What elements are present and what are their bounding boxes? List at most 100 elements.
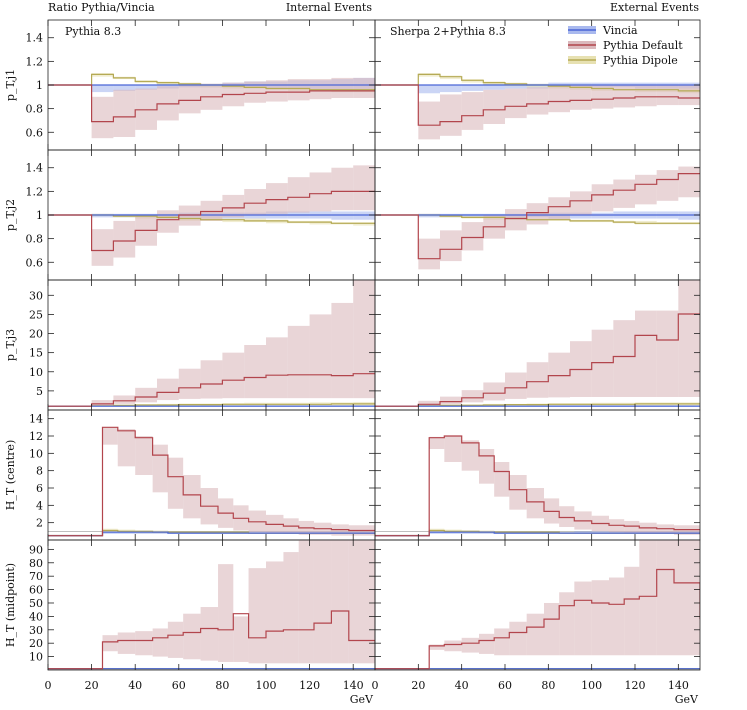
band-default-bin-13 — [609, 577, 625, 656]
legend: Vincia Pythia Default Pythia Dipole — [568, 24, 683, 67]
band-dipole-bin-12 — [635, 220, 657, 225]
band-default-bin-12 — [635, 174, 657, 205]
band-default-bin-12 — [591, 580, 609, 656]
series-line-dipole — [48, 214, 375, 224]
band-default-bin-8 — [526, 488, 544, 519]
band-default-bin-7 — [526, 362, 549, 398]
y-tick-label: 0.6 — [26, 126, 44, 139]
band-default-bin-14 — [353, 77, 375, 98]
band-default-bin-7 — [526, 203, 549, 225]
band-default-bin-4 — [461, 92, 484, 130]
y-axis-label: H_T (centre) — [4, 440, 17, 510]
y-tick-label: 5 — [36, 385, 43, 398]
band-default-bin-10 — [266, 80, 288, 102]
panel-internal-row-3 — [47, 279, 376, 411]
panel-labels: Pythia 8.3 Sherpa 2+Pythia 8.3 — [65, 25, 506, 38]
x-tick-label: 20 — [411, 679, 425, 692]
band-default-bin-3 — [444, 436, 462, 462]
series-line-vincia — [375, 531, 700, 537]
band-default-bin-8 — [222, 194, 245, 218]
series-line-default — [375, 313, 700, 407]
y-tick-label: 1.2 — [26, 55, 44, 68]
band-default-bin-15 — [639, 540, 657, 656]
header-right-title: External Events — [610, 1, 699, 14]
band-default-bin-9 — [570, 85, 592, 110]
band-default-bin-6 — [505, 209, 527, 231]
band-default-bin-13 — [656, 85, 679, 106]
band-default-bin-5 — [152, 444, 168, 493]
band-dipole-bin-3 — [440, 75, 462, 80]
band-default-bin-2 — [418, 400, 440, 406]
header: Ratio Pythia/Vincia Internal Events Exte… — [48, 1, 699, 14]
band-default-bin-14 — [624, 520, 640, 534]
y-tick-label: 10 — [29, 447, 43, 460]
y-tick-label: 80 — [29, 557, 43, 570]
band-default-bin-8 — [548, 197, 570, 220]
y-tick-label: 10 — [29, 366, 43, 379]
band-vincia-bin-2 — [418, 85, 440, 94]
band-default-bin-13 — [331, 77, 354, 98]
band-default-bin-14 — [624, 566, 640, 656]
series-line-default — [48, 373, 375, 407]
band-default-bin-13 — [656, 170, 679, 201]
panel-content — [48, 540, 375, 670]
band-default-bin-10 — [591, 85, 614, 109]
band-default-bin-17 — [348, 540, 375, 664]
x-tick-label: 100 — [256, 679, 277, 692]
band-vincia-bin-4 — [461, 85, 484, 91]
band-default-bin-11 — [287, 325, 310, 399]
band-default-bin-2 — [91, 96, 114, 139]
band-default-bin-10 — [591, 329, 614, 397]
band-default-bin-4 — [461, 390, 484, 403]
band-default-bin-3 — [113, 395, 136, 404]
y-tick-label: 4 — [36, 499, 43, 512]
y-tick-label: 14 — [29, 413, 43, 426]
band-default-bin-17 — [674, 540, 700, 656]
series-line-default — [375, 173, 700, 260]
band-default-bin-13 — [331, 302, 354, 399]
band-default-bin-14 — [678, 85, 700, 106]
header-center-title: Internal Events — [286, 1, 373, 14]
legend-entry-label: Pythia Default — [603, 39, 683, 52]
x-tick-label: 120 — [625, 679, 646, 692]
y-tick-label: 70 — [29, 570, 43, 583]
x-tick-label: 0 — [372, 679, 379, 692]
y-tick-label: 25 — [29, 308, 43, 321]
band-default-bin-9 — [544, 602, 560, 656]
y-tick-label: 1.4 — [26, 162, 44, 175]
panel-content — [375, 435, 700, 537]
band-default-bin-8 — [548, 86, 570, 113]
band-default-bin-2 — [429, 644, 445, 650]
band-default-bin-14 — [678, 280, 700, 397]
band-default-bin-4 — [135, 387, 157, 403]
header-left-title: Ratio Pythia/Vincia — [48, 1, 155, 14]
y-axis-label: p_T,j2 — [4, 199, 17, 231]
band-default-bin-2 — [418, 101, 440, 140]
y-axis-label: p_T,j3 — [4, 329, 17, 361]
band-default-bin-11 — [613, 320, 635, 397]
panel-content — [48, 426, 375, 537]
band-default-bin-10 — [559, 506, 575, 527]
band-default-bin-6 — [494, 628, 510, 656]
band-default-bin-11 — [248, 568, 266, 664]
band-vincia-bin-2 — [91, 85, 114, 93]
band-default-bin-14 — [298, 540, 314, 664]
panel-content — [48, 165, 375, 266]
series-line-default — [48, 84, 375, 123]
band-default-bin-10 — [266, 183, 288, 214]
band-vincia-bin-5 — [483, 83, 505, 90]
legend-entry-label: Pythia Dipole — [603, 54, 678, 67]
y-axis-label: H_T (midpoint) — [4, 563, 17, 647]
band-default-bin-7 — [183, 613, 201, 660]
y-tick-label: 20 — [29, 637, 43, 650]
band-dipole-bin-8 — [222, 218, 245, 223]
series-line-dipole — [375, 214, 700, 224]
panel-internal-row-5 — [47, 539, 376, 671]
y-tick-label: 0.6 — [26, 256, 44, 269]
y-tick-label: 40 — [29, 610, 43, 623]
band-default-bin-5 — [483, 89, 505, 124]
band-default-bin-3 — [440, 396, 462, 405]
panel-label-right: Sherpa 2+Pythia 8.3 — [390, 25, 506, 38]
y-axis-label: p_T,j1 — [4, 69, 17, 101]
